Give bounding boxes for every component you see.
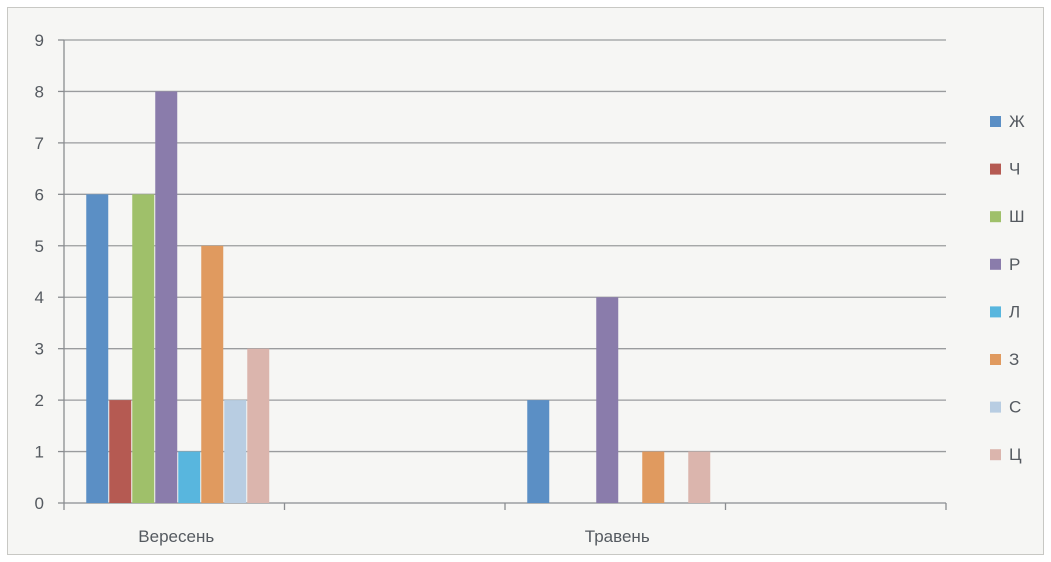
y-tick-label: 5	[35, 237, 44, 256]
legend-swatch	[990, 306, 1001, 318]
legend-label: Л	[1009, 302, 1020, 321]
legend-label: Ц	[1009, 445, 1022, 464]
legend-swatch	[990, 354, 1001, 365]
legend-swatch	[990, 163, 1001, 175]
legend-label: Ч	[1009, 160, 1020, 179]
bar-1-0	[527, 400, 550, 503]
legend: Ж Ч Ш Р Л З С Ц	[990, 112, 1025, 464]
bar-1-7	[688, 451, 711, 503]
x-axis: Вересень Травень	[63, 503, 947, 546]
y-tick-label: 1	[35, 443, 44, 462]
y-tick-label: 2	[35, 391, 44, 410]
y-tick-label: 0	[35, 494, 44, 513]
legend-label: З	[1009, 350, 1019, 369]
bar-1-3	[596, 297, 619, 503]
y-tick-label: 8	[35, 82, 44, 101]
legend-label: Р	[1009, 255, 1020, 274]
legend-label: С	[1009, 398, 1021, 417]
bar-1-5	[642, 451, 665, 503]
y-tick-label: 3	[35, 340, 44, 359]
y-tick-label: 6	[35, 185, 44, 204]
gridlines	[64, 39, 946, 504]
bar-0-1	[109, 400, 132, 503]
x-category-label: Травень	[585, 527, 650, 546]
legend-swatch	[990, 401, 1001, 413]
bar-0-7	[247, 348, 270, 503]
y-axis-ticks: 0 1 2 3 4 5 6 7 8 9	[35, 31, 65, 513]
bars	[86, 91, 711, 504]
bar-0-3	[155, 91, 178, 503]
legend-swatch	[990, 116, 1001, 127]
y-tick-label: 9	[35, 31, 44, 50]
legend-label: Ж	[1009, 112, 1025, 131]
y-tick-label: 7	[35, 134, 44, 153]
bar-0-0	[86, 194, 109, 504]
bar-0-2	[132, 194, 155, 504]
bar-0-6	[224, 400, 247, 503]
bar-0-5	[201, 245, 224, 503]
legend-swatch	[990, 449, 1001, 461]
legend-label: Ш	[1009, 207, 1025, 226]
legend-swatch	[990, 258, 1001, 270]
y-tick-label: 4	[35, 288, 44, 307]
legend-swatch	[990, 211, 1001, 223]
bar-0-4	[178, 451, 201, 503]
x-category-label: Вересень	[138, 527, 214, 546]
